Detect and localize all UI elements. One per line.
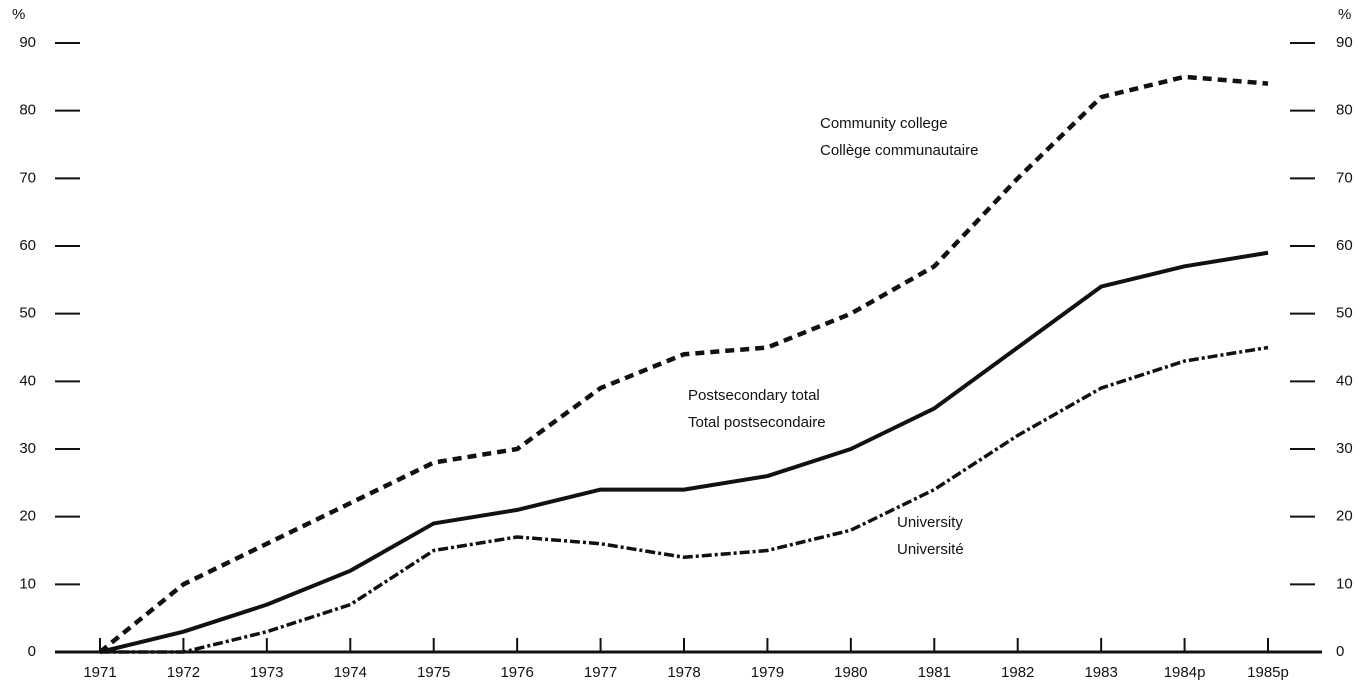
y2-tick-label: 20	[1336, 508, 1353, 525]
x-tick-label: 1984p	[1164, 664, 1206, 681]
y-tick-label: 90	[19, 34, 36, 51]
x-tick-label: 1972	[167, 664, 200, 681]
x-tick-label: 1973	[250, 664, 283, 681]
y-tick-label: 50	[19, 305, 36, 322]
series-label: Université	[897, 541, 964, 558]
y-tick-label: 80	[19, 102, 36, 119]
series-line	[98, 74, 1269, 654]
y2-tick-label: 40	[1336, 372, 1353, 389]
x-tick-label: 1981	[918, 664, 951, 681]
x-tick-label: 1983	[1084, 664, 1117, 681]
x-tick-label: 1971	[83, 664, 116, 681]
series-label: Community college	[820, 115, 948, 132]
series-line	[99, 250, 1269, 654]
y2-tick-label: 50	[1336, 305, 1353, 322]
y2-tick-label: 10	[1336, 575, 1353, 592]
y-tick-label: 60	[19, 237, 36, 254]
y-tick-label: 30	[19, 440, 36, 457]
series-label: Total postsecondaire	[688, 414, 826, 431]
y-axis-label: %	[12, 6, 25, 23]
y-tick-label: 20	[19, 508, 36, 525]
series-label: Collège communautaire	[820, 142, 978, 159]
x-tick-label: 1977	[584, 664, 617, 681]
y-tick-label: 70	[19, 169, 36, 186]
x-tick-label: 1976	[500, 664, 533, 681]
x-tick-label: 1980	[834, 664, 867, 681]
y2-tick-label: 70	[1336, 169, 1353, 186]
series-line	[100, 345, 1269, 654]
y-tick-label: 0	[28, 643, 36, 660]
x-tick-label: 1978	[667, 664, 700, 681]
y2-axis-label: %	[1338, 6, 1351, 23]
y2-tick-label: 60	[1336, 237, 1353, 254]
y2-tick-label: 80	[1336, 102, 1353, 119]
series-label: Postsecondary total	[688, 387, 820, 404]
y-tick-label: 10	[19, 575, 36, 592]
x-tick-label: 1985p	[1247, 664, 1289, 681]
y2-tick-label: 30	[1336, 440, 1353, 457]
y2-tick-label: 90	[1336, 34, 1353, 51]
series-label: University	[897, 514, 963, 531]
y-tick-label: 40	[19, 372, 36, 389]
x-tick-label: 1982	[1001, 664, 1034, 681]
y2-tick-label: 0	[1336, 643, 1344, 660]
x-tick-label: 1974	[334, 664, 367, 681]
x-tick-label: 1979	[751, 664, 784, 681]
x-tick-label: 1975	[417, 664, 450, 681]
